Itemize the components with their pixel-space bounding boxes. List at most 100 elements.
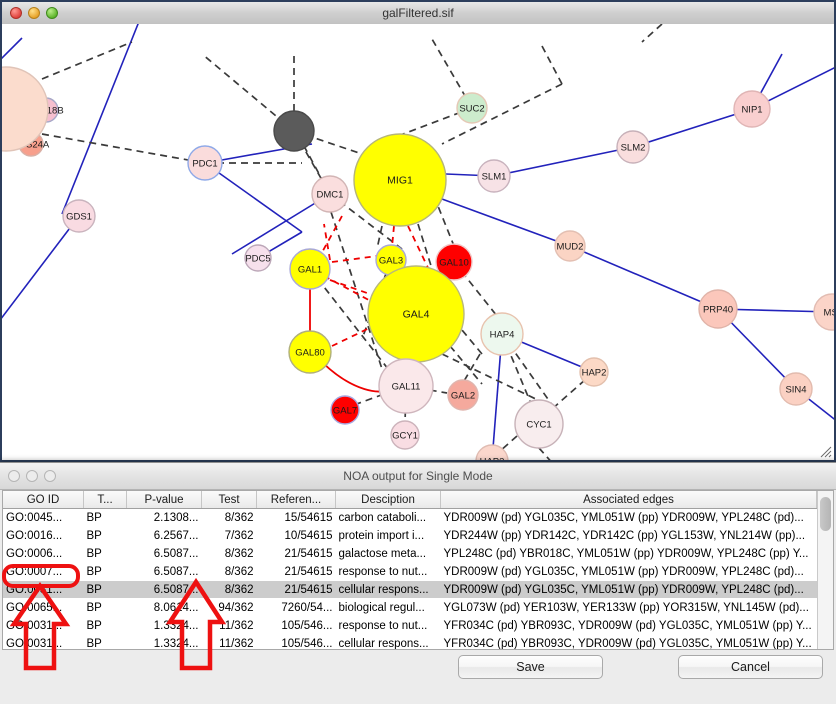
table-row[interactable]: GO:0031... BP 6.5087... 8/362 21/54615 cellul… xyxy=(3,580,817,599)
cancel-button[interactable]: Cancel xyxy=(678,655,823,679)
graph-node-label: PDC1 xyxy=(192,159,217,170)
table-vertical-scrollbar[interactable] xyxy=(817,491,833,649)
graph-node-gal3[interactable]: GAL3 xyxy=(375,244,407,276)
resize-grip[interactable] xyxy=(818,444,832,458)
noa-results-table[interactable]: GO ID T... P-value Test Referen... Desci… xyxy=(3,491,817,649)
graph-node-gal7[interactable]: GAL7 xyxy=(330,395,360,425)
table-row[interactable]: GO:0007... BP 6.5087... 8/362 21/54615 respon… xyxy=(3,562,817,581)
noa-window-title: NOA output for Single Mode xyxy=(343,469,493,483)
table-row[interactable]: GO:0045... BP 2.1308... 8/362 15/54615 carbon… xyxy=(3,508,817,527)
cell-go-id: GO:0007... xyxy=(3,562,84,581)
graph-node-label: HAP3 xyxy=(480,457,505,463)
cell-go-id: GO:0031... xyxy=(3,634,84,649)
table-row[interactable]: GO:0016... BP 6.2567... 7/362 10/54615 protei… xyxy=(3,526,817,545)
graph-node-hap4[interactable]: HAP4 xyxy=(480,312,524,356)
column-header-reference[interactable]: Referen... xyxy=(256,491,336,509)
graph-node-gds1[interactable]: GDS1 xyxy=(62,199,96,233)
graph-node-label: DMC1 xyxy=(317,190,344,201)
graph-node-bigleft[interactable] xyxy=(2,66,49,152)
cell-description: response to nut... xyxy=(335,616,441,635)
table-row[interactable]: GO:0006... BP 6.5087... 8/362 21/54615 galact… xyxy=(3,544,817,563)
cell-go-id: GO:0031... xyxy=(3,616,84,635)
graph-node-prp40[interactable]: PRP40 xyxy=(698,289,738,329)
graph-node-dmc1[interactable]: DMC1 xyxy=(311,175,349,213)
graph-node-suc2[interactable]: SUC2 xyxy=(456,92,488,124)
noa-titlebar[interactable]: NOA output for Single Mode xyxy=(0,463,836,490)
cell-type: BP xyxy=(83,598,127,617)
graph-node-label: RPS24A xyxy=(13,140,50,151)
cell-go-id: GO:0045... xyxy=(3,508,84,527)
cell-associated-edges: YDR009W (pd) YGL035C, YML051W (pp) YDR00… xyxy=(440,580,817,599)
network-nodes[interactable]: RPL18BRPS24AGDS1PDC1SUC2NIP1SLM2SLM1MIG1… xyxy=(2,66,836,463)
column-header-associated-edges[interactable]: Associated edges xyxy=(440,491,817,509)
cell-test: 7/362 xyxy=(201,526,257,545)
graph-node-label: GAL7 xyxy=(333,406,357,417)
graph-node-slm2[interactable]: SLM2 xyxy=(616,130,650,164)
graph-node-gal80[interactable]: GAL80 xyxy=(288,330,332,374)
table-row[interactable]: GO:0031... BP 1.3324... 11/362 105/546... res… xyxy=(3,616,817,635)
graph-node-pdc5[interactable]: PDC5 xyxy=(244,244,272,272)
noa-results-table-container: GO ID T... P-value Test Referen... Desci… xyxy=(2,490,834,650)
graph-node-label: SUC2 xyxy=(459,104,484,115)
cell-reference: 21/54615 xyxy=(256,580,336,599)
cell-p-value: 8.0614... xyxy=(126,598,202,617)
graph-node-gal2[interactable]: GAL2 xyxy=(447,379,479,411)
graph-node-pdc1[interactable]: PDC1 xyxy=(187,145,223,181)
save-button[interactable]: Save xyxy=(458,655,603,679)
graph-node-slm1[interactable]: SLM1 xyxy=(477,159,511,193)
cell-associated-edges: YDR009W (pd) YGL035C, YML051W (pp) YDR00… xyxy=(440,508,817,527)
cell-reference: 21/54615 xyxy=(256,544,336,563)
graph-node-hap3[interactable]: HAP3 xyxy=(475,444,509,463)
close-button[interactable] xyxy=(10,7,22,19)
graph-node-label: GAL10 xyxy=(439,258,469,269)
graph-node-msi[interactable]: MSI xyxy=(813,293,836,331)
minimize-button[interactable] xyxy=(28,7,40,19)
cell-go-id: GO:0016... xyxy=(3,526,84,545)
table-row[interactable]: GO:0031... BP 1.3324... 11/362 105/546... cel… xyxy=(3,634,817,649)
cell-type: BP xyxy=(83,634,127,649)
graph-node-label: HAP2 xyxy=(582,368,607,379)
cell-description: response to nut... xyxy=(335,562,441,581)
graph-node-label: GAL80 xyxy=(295,348,325,359)
cell-p-value: 6.5087... xyxy=(126,562,202,581)
graph-node-label: GAL3 xyxy=(379,256,403,267)
cell-associated-edges: YFR034C (pd) YBR093C, YDR009W (pd) YGL03… xyxy=(440,616,817,635)
graph-node-hap2[interactable]: HAP2 xyxy=(579,357,609,387)
table-row[interactable]: GO:0065... BP 8.0614... 94/362 7260/54... bio… xyxy=(3,598,817,617)
cell-p-value: 1.3324... xyxy=(126,634,202,649)
cell-test: 94/362 xyxy=(201,598,257,617)
noa-table-scroll-area[interactable]: GO ID T... P-value Test Referen... Desci… xyxy=(3,491,817,649)
column-header-go-id[interactable]: GO ID xyxy=(3,491,84,509)
zoom-button[interactable] xyxy=(46,7,58,19)
graph-node-greyhub[interactable] xyxy=(273,110,315,152)
minimize-button[interactable] xyxy=(26,470,38,482)
network-graph-canvas[interactable]: RPL18BRPS24AGDS1PDC1SUC2NIP1SLM2SLM1MIG1… xyxy=(2,24,836,462)
cell-type: BP xyxy=(83,544,127,563)
graph-node-nip1[interactable]: NIP1 xyxy=(733,90,771,128)
table-scrollbar-thumb[interactable] xyxy=(820,497,831,531)
graph-node-sin4[interactable]: SIN4 xyxy=(779,372,813,406)
graph-node-mud2[interactable]: MUD2 xyxy=(554,230,586,262)
graph-node-cyc1[interactable]: CYC1 xyxy=(514,399,564,449)
graph-node-gcy1[interactable]: GCY1 xyxy=(390,420,420,450)
column-header-test[interactable]: Test xyxy=(201,491,257,509)
graph-node-gal10[interactable]: GAL10 xyxy=(435,243,473,281)
graph-node-label: GAL1 xyxy=(298,265,322,276)
network-titlebar[interactable]: galFiltered.sif xyxy=(2,2,834,25)
cell-associated-edges: YGL073W (pd) YER103W, YER133W (pp) YOR31… xyxy=(440,598,817,617)
graph-node-label: SLM2 xyxy=(621,143,646,154)
cell-go-id: GO:0065... xyxy=(3,598,84,617)
column-header-type[interactable]: T... xyxy=(83,491,127,509)
graph-node-mig1[interactable]: MIG1 xyxy=(353,133,447,227)
graph-node-gal1[interactable]: GAL1 xyxy=(289,248,331,290)
column-header-p-value[interactable]: P-value xyxy=(126,491,202,509)
column-header-description[interactable]: Desciption xyxy=(335,491,441,509)
graph-node-label: GCY1 xyxy=(392,431,418,442)
zoom-button[interactable] xyxy=(44,470,56,482)
graph-node-gal4[interactable]: GAL4 xyxy=(367,265,465,363)
cell-description: protein import i... xyxy=(335,526,441,545)
graph-node-label: GAL2 xyxy=(451,391,475,402)
close-button[interactable] xyxy=(8,470,20,482)
cell-p-value: 1.3324... xyxy=(126,616,202,635)
graph-node-gal11[interactable]: GAL11 xyxy=(378,358,434,414)
